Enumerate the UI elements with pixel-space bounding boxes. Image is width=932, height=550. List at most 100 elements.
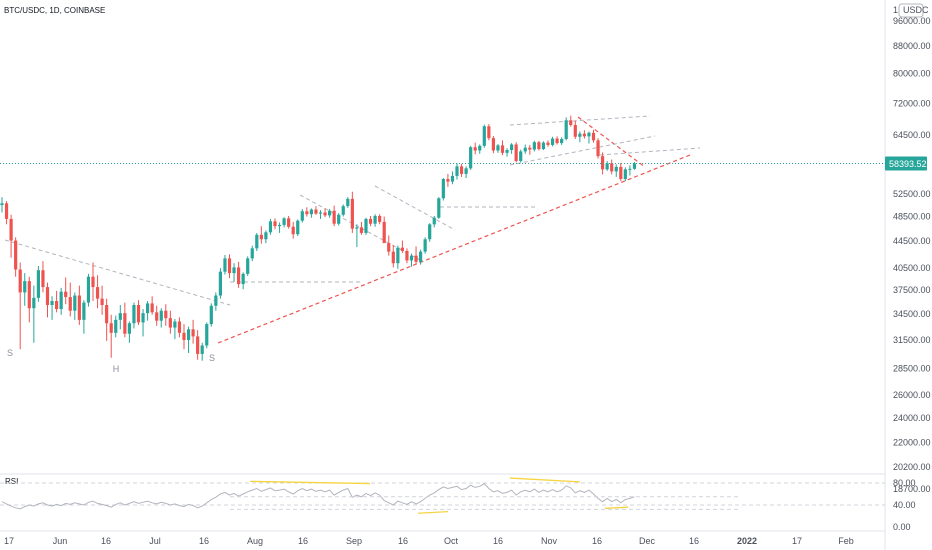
candle-body: [419, 251, 423, 262]
candle-body: [32, 297, 36, 309]
time-tick-label: 16: [493, 536, 503, 546]
time-tick-label: 16: [199, 536, 209, 546]
price-axis-top-label: 1(: [893, 5, 901, 15]
candle-body: [177, 321, 182, 333]
candle-body: [505, 150, 509, 153]
rsi-label: RSI: [5, 477, 18, 486]
price-tick-label: 18700.00: [893, 484, 931, 494]
candle-body: [268, 221, 273, 233]
candle-body: [355, 227, 359, 229]
candle-body: [459, 166, 464, 174]
candle-body: [400, 247, 404, 251]
candle-body: [323, 212, 327, 216]
hs-label: S: [209, 353, 215, 363]
candle-body: [500, 145, 505, 153]
candle-body: [482, 126, 486, 146]
price-tick-label: 40500.00: [893, 263, 931, 273]
last-price-label: 58393.52: [889, 159, 927, 169]
price-tick-label: 48500.00: [893, 212, 931, 222]
candle-body: [441, 179, 445, 199]
price-tick-label: 26000.00: [893, 390, 931, 400]
price-tick-label: 52500.00: [893, 189, 931, 199]
candle-body: [100, 298, 104, 306]
candle-body: [409, 255, 414, 261]
candle-body: [68, 297, 72, 311]
candle-body: [464, 168, 468, 174]
candle-body: [610, 163, 614, 172]
time-tick-label: Feb: [838, 536, 854, 546]
candle-body: [382, 221, 386, 244]
price-tick-label: 96000.00: [893, 16, 931, 26]
candle-body: [560, 139, 564, 144]
candle-body: [91, 276, 95, 288]
price-tick-label: 24000.00: [893, 413, 931, 423]
candle-body: [405, 250, 409, 261]
channel-guide: [299, 194, 421, 261]
candle-body: [141, 313, 145, 323]
candle-body: [514, 144, 518, 161]
time-tick-label: 16: [101, 536, 111, 546]
candle-body: [346, 198, 350, 207]
head-shoulders-labels: S H S: [7, 348, 215, 374]
last-price-badge: [885, 156, 927, 171]
candle-body: [146, 303, 150, 314]
candle-body: [528, 147, 532, 150]
candle-body: [605, 163, 609, 170]
candle-body: [246, 258, 250, 274]
candle-body: [132, 305, 136, 324]
candle-body: [77, 295, 81, 320]
price-tick-label: 28500.00: [893, 364, 931, 374]
candle-body: [173, 321, 177, 328]
candle-body: [550, 138, 555, 145]
candle-body: [287, 218, 291, 227]
time-tick-label: 17: [792, 536, 802, 546]
candle-body: [318, 212, 323, 214]
price-axis: 96000.00 88000.00 80000.00 72000.00 64500.00…: [893, 16, 931, 494]
candle-body: [337, 214, 341, 224]
candle-body: [282, 218, 286, 225]
candle-body: [569, 120, 573, 125]
candle-body: [9, 218, 13, 241]
candle-body: [432, 217, 436, 225]
candle-body: [155, 312, 159, 321]
candle-body: [564, 120, 568, 140]
candle-body: [123, 313, 127, 334]
candle-body: [519, 151, 523, 161]
currency-badge[interactable]: USDC: [903, 5, 929, 15]
price-tick-label: 80000.00: [893, 68, 931, 78]
candle-body: [191, 329, 195, 337]
channel-guide: [509, 135, 656, 166]
time-tick-label: 16: [592, 536, 602, 546]
candle-body: [218, 271, 222, 296]
candle-body: [27, 281, 31, 309]
time-tick-label: Sep: [346, 536, 362, 546]
candle-body: [373, 215, 377, 224]
candle-body: [305, 211, 309, 215]
candle-body: [205, 324, 209, 346]
candle-body: [50, 301, 54, 306]
candle-body: [223, 258, 227, 272]
candle-body: [232, 267, 236, 274]
last-price-marker: 58393.52: [0, 156, 927, 171]
candle-body: [428, 224, 432, 240]
candle-body: [455, 166, 459, 176]
candle-body: [450, 175, 455, 182]
candle-body: [196, 336, 200, 354]
candle-body: [95, 287, 100, 299]
time-axis: 17 Jun 16 Jul 16 Aug 16 Sep 16 Oct 16 Nov 16 Dec 16 202…: [4, 536, 854, 546]
candle-body: [255, 234, 259, 249]
time-tick-label: Dec: [639, 536, 656, 546]
candle-body: [473, 147, 477, 151]
candle-body: [59, 291, 63, 310]
candle-body: [82, 302, 86, 320]
candle-body: [291, 226, 295, 235]
candle-body: [259, 234, 263, 240]
candle-body: [296, 220, 300, 235]
candle-body: [250, 248, 254, 259]
rsi-divergence-line: [604, 506, 629, 509]
candle-body: [532, 142, 536, 150]
rsi-tick-label: 40.00: [893, 500, 916, 510]
candle-body: [537, 142, 541, 150]
candle-body: [277, 224, 282, 227]
